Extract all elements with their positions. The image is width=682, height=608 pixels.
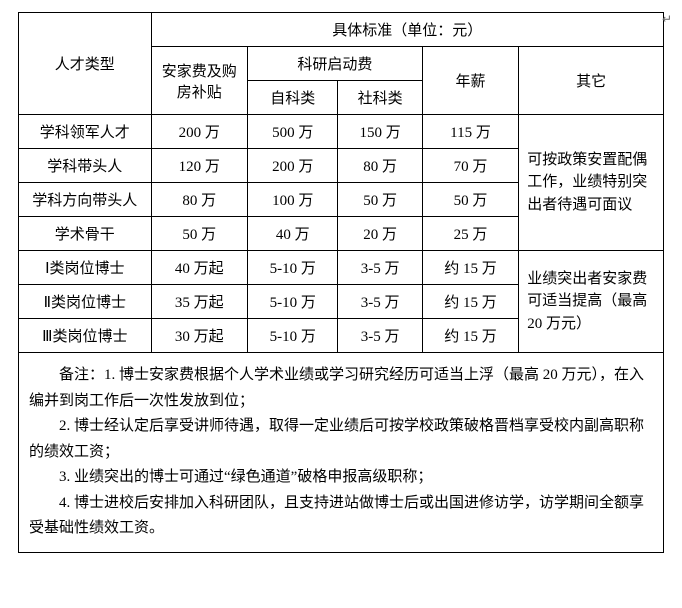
note-3: 3. 业绩突出的博士可通过“绿色通道”破格申报高级职称； [29, 465, 653, 491]
notes-section: 备注：1. 博士安家费根据个人学术业绩或学习研究经历可适当上浮（最高 20 万元… [18, 353, 664, 553]
cell-nat: 500 万 [248, 115, 338, 149]
cell-housing: 30 万起 [151, 319, 247, 353]
header-research-fund: 科研启动费 [248, 47, 423, 81]
cell-soc: 3-5 万 [338, 285, 422, 319]
cell-type: 学科带头人 [19, 149, 152, 183]
cell-salary: 25 万 [422, 217, 518, 251]
header-natural: 自科类 [248, 81, 338, 115]
cell-type: Ⅰ类岗位博士 [19, 251, 152, 285]
cell-nat: 40 万 [248, 217, 338, 251]
return-mark: ↵ [662, 12, 672, 27]
cell-housing: 80 万 [151, 183, 247, 217]
cell-other-group2: 业绩突出者安家费可适当提高（最高20 万元） [519, 251, 664, 353]
header-standard-title: 具体标准（单位：元） [151, 13, 663, 47]
cell-salary: 约 15 万 [422, 319, 518, 353]
cell-nat: 5-10 万 [248, 251, 338, 285]
cell-salary: 50 万 [422, 183, 518, 217]
table-row: 学科领军人才 200 万 500 万 150 万 115 万 可按政策安置配偶工… [19, 115, 664, 149]
cell-salary: 70 万 [422, 149, 518, 183]
cell-salary: 约 15 万 [422, 285, 518, 319]
note-2: 2. 博士经认定后享受讲师待遇，取得一定业绩后可按学校政策破格晋档享受校内副高职… [29, 414, 653, 465]
header-salary: 年薪 [422, 47, 518, 115]
cell-housing: 200 万 [151, 115, 247, 149]
note-4: 4. 博士进校后安排加入科研团队，且支持进站做博士后或出国进修访学，访学期间全额… [29, 491, 653, 542]
cell-soc: 80 万 [338, 149, 422, 183]
cell-salary: 115 万 [422, 115, 518, 149]
cell-soc: 3-5 万 [338, 251, 422, 285]
cell-soc: 50 万 [338, 183, 422, 217]
cell-nat: 200 万 [248, 149, 338, 183]
cell-other-group1: 可按政策安置配偶工作，业绩特别突出者待遇可面议 [519, 115, 664, 251]
cell-nat: 5-10 万 [248, 319, 338, 353]
header-social: 社科类 [338, 81, 422, 115]
note-1: 备注：1. 博士安家费根据个人学术业绩或学习研究经历可适当上浮（最高 20 万元… [29, 363, 653, 414]
cell-type: Ⅲ类岗位博士 [19, 319, 152, 353]
header-other: 其它 [519, 47, 664, 115]
cell-type: 学科方向带头人 [19, 183, 152, 217]
cell-soc: 3-5 万 [338, 319, 422, 353]
header-talent-type: 人才类型 [19, 13, 152, 115]
cell-nat: 100 万 [248, 183, 338, 217]
cell-soc: 150 万 [338, 115, 422, 149]
cell-nat: 5-10 万 [248, 285, 338, 319]
cell-housing: 35 万起 [151, 285, 247, 319]
cell-type: Ⅱ类岗位博士 [19, 285, 152, 319]
cell-type: 学术骨干 [19, 217, 152, 251]
cell-housing: 50 万 [151, 217, 247, 251]
cell-salary: 约 15 万 [422, 251, 518, 285]
talent-table: 人才类型 具体标准（单位：元） 安家费及购房补贴 科研启动费 年薪 其它 自科类… [18, 12, 664, 353]
cell-soc: 20 万 [338, 217, 422, 251]
table-row: Ⅰ类岗位博士 40 万起 5-10 万 3-5 万 约 15 万 业绩突出者安家… [19, 251, 664, 285]
cell-housing: 120 万 [151, 149, 247, 183]
cell-housing: 40 万起 [151, 251, 247, 285]
header-housing: 安家费及购房补贴 [151, 47, 247, 115]
cell-type: 学科领军人才 [19, 115, 152, 149]
